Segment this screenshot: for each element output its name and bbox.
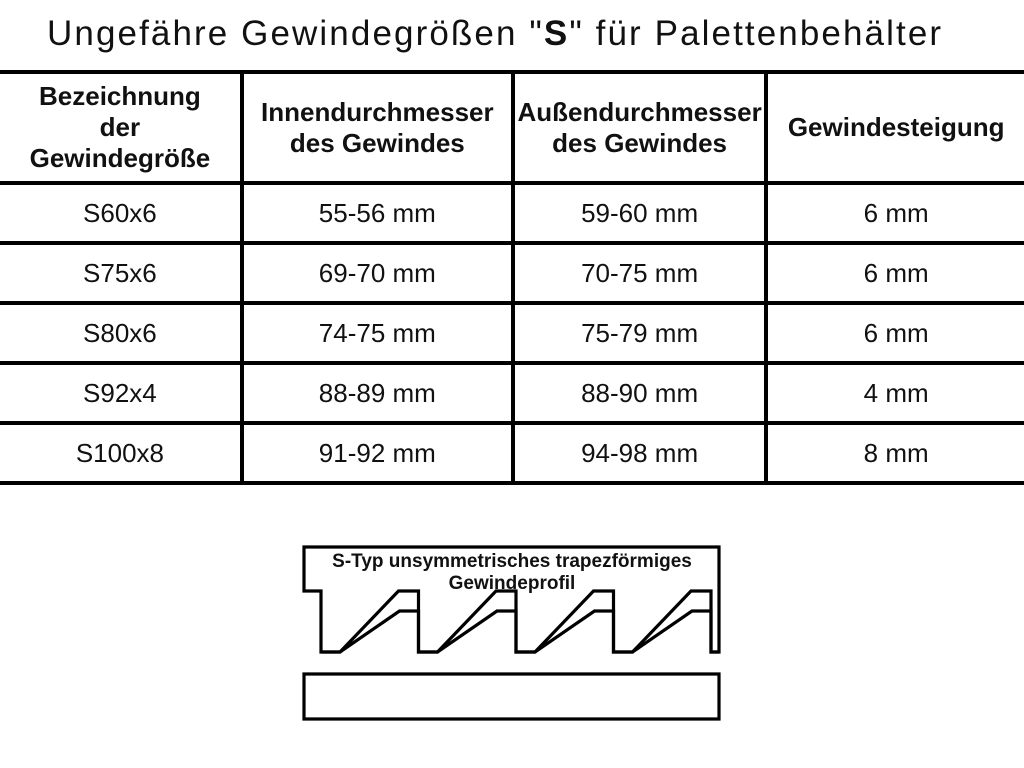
svg-text:S-Typ unsymmetrisches trapezfö: S-Typ unsymmetrisches trapezförmiges [332, 551, 692, 572]
svg-text:Gewindeprofil: Gewindeprofil [449, 573, 576, 594]
